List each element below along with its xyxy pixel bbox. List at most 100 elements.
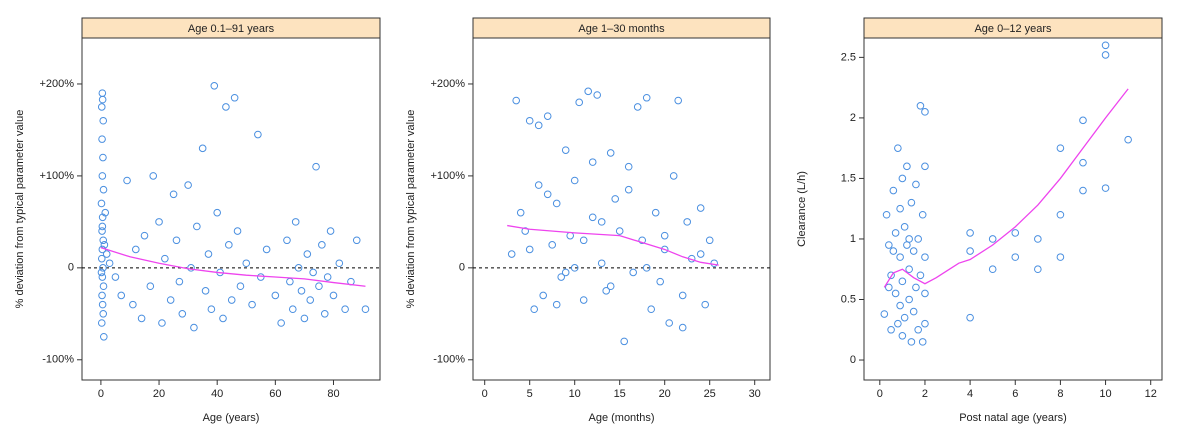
point (98, 172, 107, 180)
point (539, 291, 548, 300)
point (516, 208, 525, 217)
point (320, 310, 329, 318)
point (1011, 229, 1020, 237)
point (885, 241, 893, 249)
point (123, 176, 131, 185)
point (921, 108, 929, 116)
point (633, 103, 642, 111)
point (99, 153, 107, 162)
point (288, 305, 297, 314)
point (286, 277, 294, 286)
panel-title: Age 1–30 months (578, 23, 665, 35)
point (660, 245, 669, 254)
point (665, 319, 674, 327)
y-tick-label: 1 (850, 233, 856, 245)
y-tick-label: -100% (42, 354, 74, 366)
point (966, 247, 974, 255)
point (155, 218, 163, 226)
point (891, 229, 900, 237)
y-tick-label: 0.5 (841, 293, 856, 305)
point (97, 103, 106, 111)
plot-frame (472, 37, 771, 381)
point (629, 268, 638, 277)
point (918, 210, 927, 219)
point (117, 291, 126, 300)
x-tick-label: 0 (877, 388, 883, 400)
point (99, 282, 108, 291)
point (1101, 41, 1110, 50)
point (921, 162, 929, 171)
point (683, 218, 692, 226)
point (705, 236, 714, 245)
point (678, 323, 687, 332)
point (222, 103, 230, 111)
point (880, 310, 889, 318)
x-tick-label: 5 (527, 388, 533, 400)
point (696, 204, 705, 212)
point (97, 268, 106, 277)
y-axis-label: % deviation from typical parameter value (405, 110, 417, 309)
point (204, 250, 213, 258)
x-tick-label: 4 (967, 388, 973, 400)
point (912, 283, 920, 292)
point (606, 282, 615, 291)
point (1101, 184, 1110, 192)
point (921, 253, 929, 261)
point (329, 291, 338, 300)
point (887, 325, 895, 334)
point (100, 332, 108, 341)
point (900, 313, 909, 322)
point (98, 273, 107, 281)
x-axis-label: Age (months) (588, 412, 654, 424)
point (201, 287, 210, 295)
panel-title: Age 0.1–91 years (188, 23, 275, 35)
point (898, 174, 907, 183)
point (315, 282, 323, 291)
y-axis-label: Clearance (L/h) (796, 171, 808, 247)
point (534, 181, 543, 189)
point (916, 271, 925, 280)
point (896, 204, 904, 213)
point (534, 121, 543, 130)
plot-frame (863, 37, 1163, 381)
point (99, 310, 108, 318)
x-tick-label: 80 (327, 388, 339, 400)
point (99, 264, 107, 272)
point (213, 208, 221, 217)
point (896, 253, 904, 261)
point (1056, 210, 1065, 219)
point (98, 300, 107, 309)
point (988, 235, 997, 243)
point (584, 87, 593, 96)
x-tick-label: 30 (749, 388, 761, 400)
point (620, 337, 629, 346)
point (575, 98, 584, 107)
point (903, 162, 911, 171)
point (882, 210, 891, 219)
point (111, 273, 120, 281)
point (166, 296, 175, 304)
y-tick-label: 0 (459, 262, 465, 274)
point (98, 222, 107, 231)
point (898, 277, 907, 286)
point (557, 273, 566, 281)
point (593, 91, 602, 99)
point (312, 162, 320, 171)
point (242, 259, 251, 268)
y-tick-label: 0 (850, 354, 856, 366)
point (905, 265, 913, 274)
point (624, 162, 633, 171)
point (885, 283, 893, 292)
point (149, 172, 158, 180)
point (905, 235, 913, 243)
y-tick-label: +200% (430, 78, 465, 90)
point (966, 313, 974, 322)
point (896, 301, 904, 310)
point (651, 208, 660, 217)
x-axis-label: Age (years) (203, 412, 260, 424)
point (283, 236, 291, 245)
point (916, 101, 925, 110)
point (248, 300, 256, 309)
point (178, 310, 187, 318)
point (507, 250, 516, 258)
